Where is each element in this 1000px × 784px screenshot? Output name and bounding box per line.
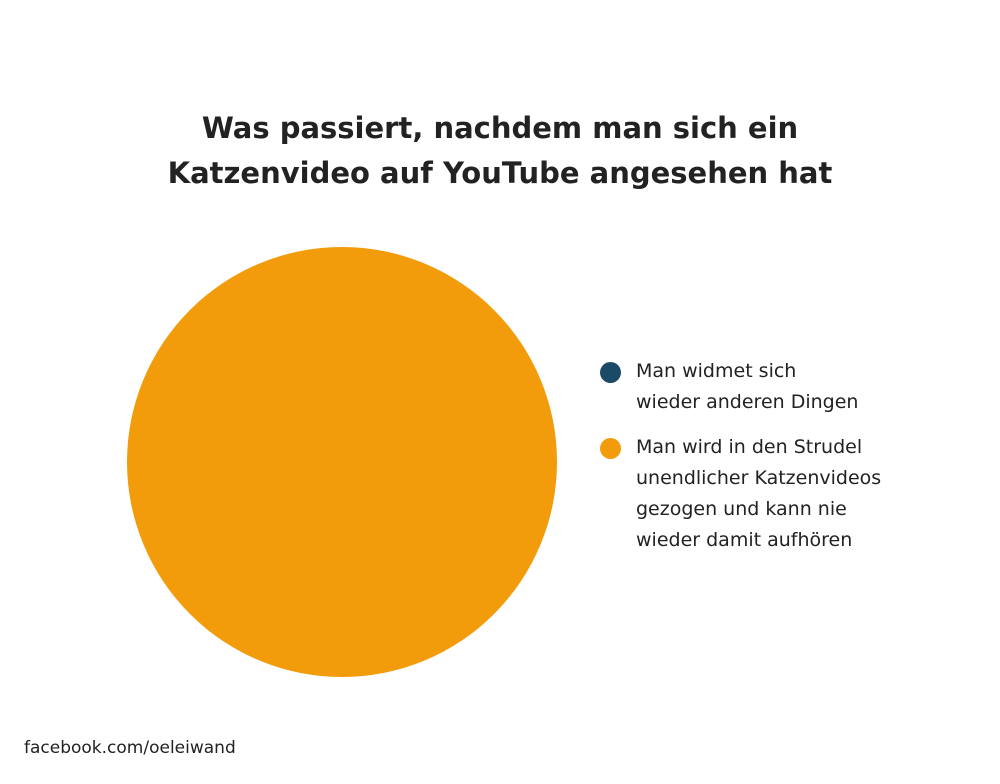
legend-label: Man widmet sich wieder anderen Dingen [636,360,859,413]
legend-swatch [600,438,621,459]
legend: Man widmet sich wieder anderen Dingen Man… [598,356,881,570]
chart-title: Was passiert, nachdem man sich ein Katze… [167,111,833,190]
legend-item: Man wird in den Strudel unendlicher Katz… [598,432,881,556]
pie-slice [127,247,557,677]
legend-label: Man wird in den Strudel unendlicher Katz… [636,436,882,551]
legend-swatch [600,362,621,383]
legend-item: Man widmet sich wieder anderen Dingen [598,356,881,418]
footer: facebook.com/oeleiwand [24,738,236,758]
